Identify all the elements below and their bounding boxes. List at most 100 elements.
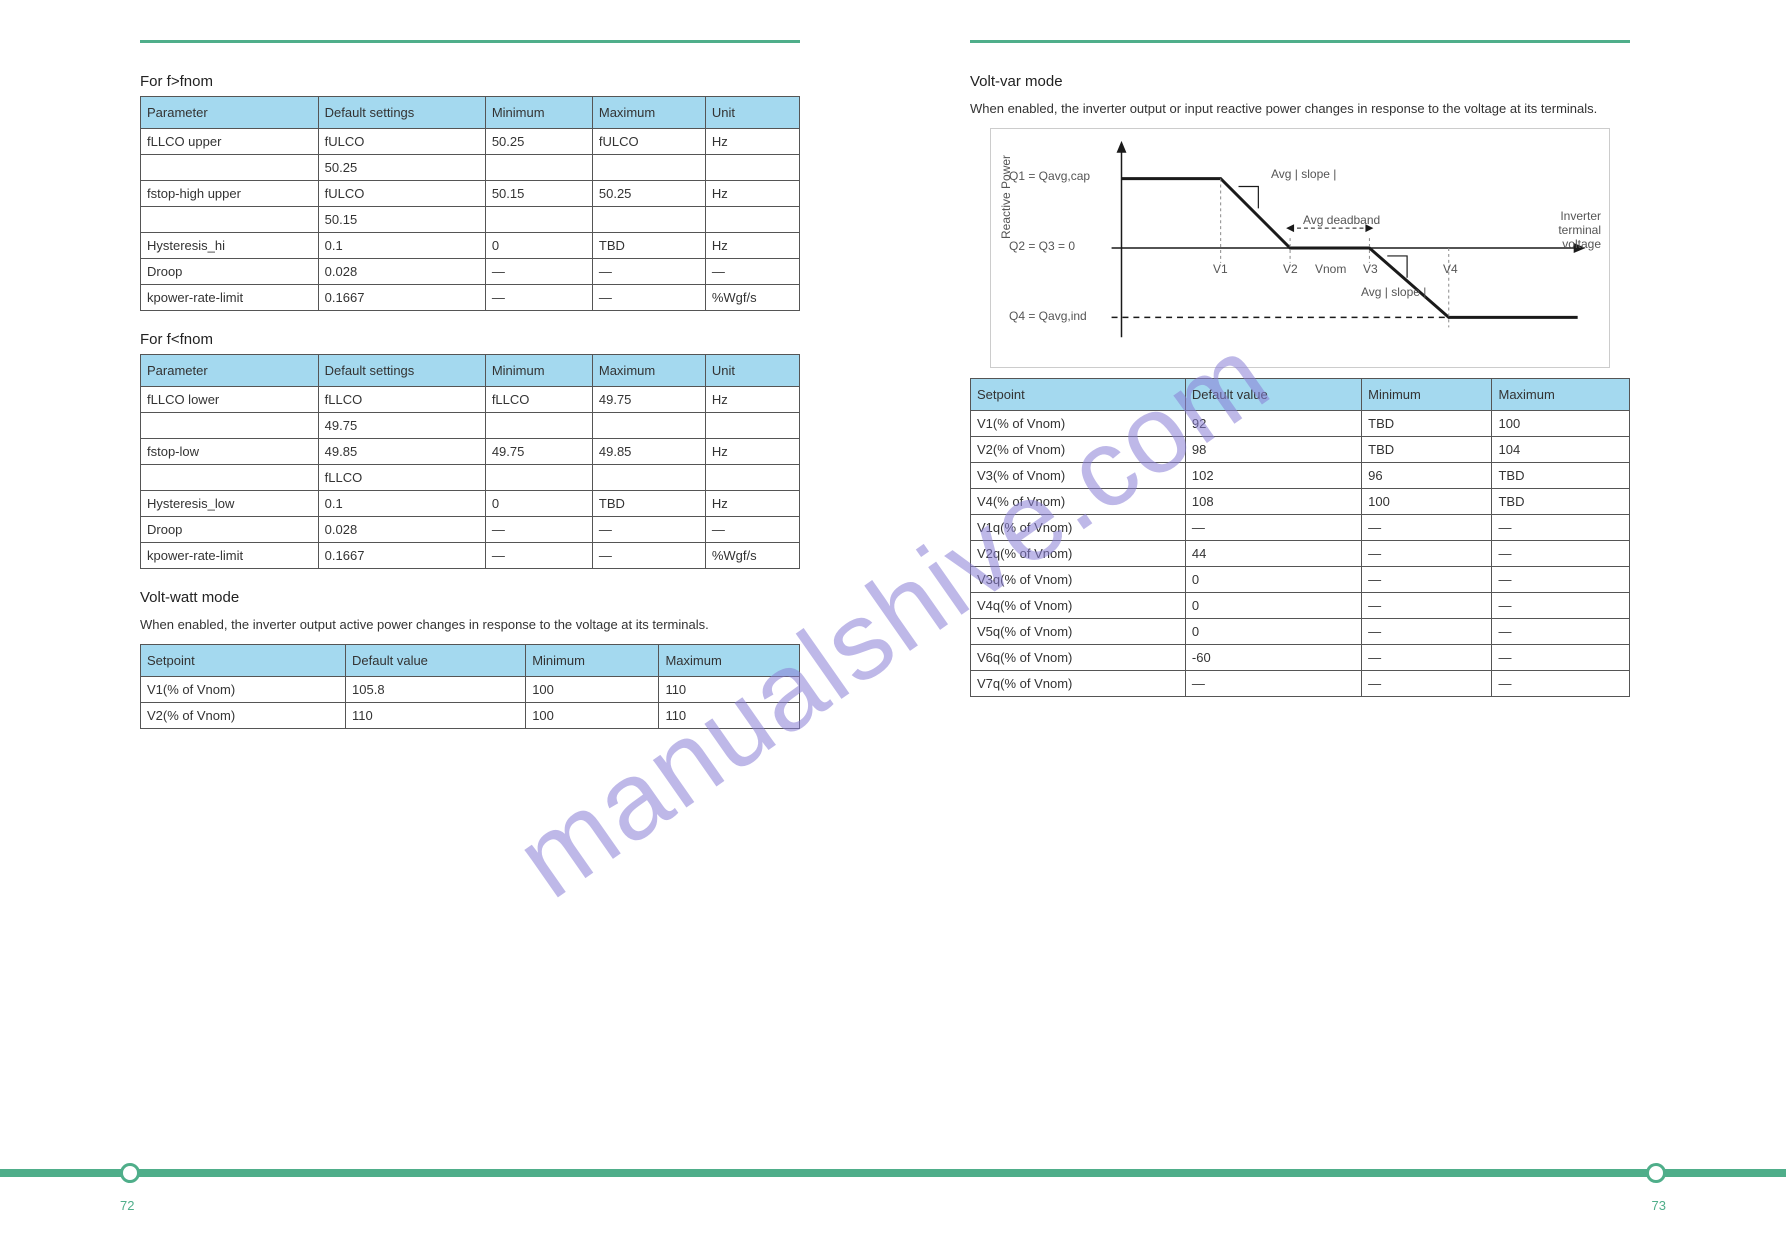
th: Default value <box>346 645 526 677</box>
table-cell: fLLCO <box>485 387 592 413</box>
table-c: Setpoint Default value Minimum Maximum V… <box>140 644 800 729</box>
table-cell: Hz <box>705 129 799 155</box>
chart-ylabel: Reactive Power <box>999 155 1013 239</box>
table-cell <box>705 207 799 233</box>
table-cell <box>141 465 319 491</box>
table-row: 50.25 <box>141 155 800 181</box>
table-cell: TBD <box>592 233 705 259</box>
table-cell: V6q(% of Vnom) <box>971 645 1186 671</box>
table-row: Hysteresis_low0.10TBDHz <box>141 491 800 517</box>
table-row: V3(% of Vnom)10296TBD <box>971 463 1630 489</box>
table-cell: fLLCO <box>318 465 485 491</box>
table-cell: 100 <box>1362 489 1492 515</box>
table-cell: V3q(% of Vnom) <box>971 567 1186 593</box>
th: Parameter <box>141 355 319 387</box>
table-row: V1(% of Vnom)105.8100110 <box>141 677 800 703</box>
section-c-title: Volt-watt mode <box>140 589 800 606</box>
page-right: Volt-var mode When enabled, the inverter… <box>910 0 1690 1100</box>
table-cell <box>592 155 705 181</box>
th: Default settings <box>318 355 485 387</box>
table-cell: — <box>1362 541 1492 567</box>
table-cell: 49.75 <box>318 413 485 439</box>
section-d-title: Volt-var mode <box>970 73 1630 90</box>
chart-q23-label: Q2 = Q3 = 0 <box>1009 239 1075 253</box>
table-row: Hysteresis_hi0.10TBDHz <box>141 233 800 259</box>
section-c-body: When enabled, the inverter output active… <box>140 616 800 634</box>
table-cell: kpower-rate-limit <box>141 543 319 569</box>
table-cell: 0.1 <box>318 233 485 259</box>
th: Parameter <box>141 97 319 129</box>
table-cell: Droop <box>141 517 319 543</box>
header-rule <box>970 40 1630 43</box>
table-row: kpower-rate-limit0.1667——%Wgf/s <box>141 285 800 311</box>
table-cell <box>485 413 592 439</box>
table-cell: 0 <box>485 491 592 517</box>
table-cell <box>141 207 319 233</box>
table-cell: Hz <box>705 387 799 413</box>
table-cell: — <box>485 543 592 569</box>
table-cell: V1q(% of Vnom) <box>971 515 1186 541</box>
table-cell: 96 <box>1362 463 1492 489</box>
table-cell: 0.028 <box>318 259 485 285</box>
chart-q4-label: Q4 = Qavg,ind <box>1009 309 1087 323</box>
chart-v2: V2 <box>1283 262 1298 276</box>
table-cell: — <box>1185 515 1361 541</box>
page-number-right: 73 <box>1652 1198 1666 1213</box>
table-row: fstop-high upperfULCO50.1550.25Hz <box>141 181 800 207</box>
table-cell <box>485 155 592 181</box>
table-cell <box>705 413 799 439</box>
table-cell: — <box>1362 671 1492 697</box>
th: Setpoint <box>971 379 1186 411</box>
table-cell: TBD <box>1492 489 1630 515</box>
table-cell: 50.25 <box>592 181 705 207</box>
table-cell: %Wgf/s <box>705 543 799 569</box>
table-cell: 104 <box>1492 437 1630 463</box>
table-cell: 49.85 <box>592 439 705 465</box>
table-cell: fstop-high upper <box>141 181 319 207</box>
table-cell: 50.25 <box>485 129 592 155</box>
table-a: Parameter Default settings Minimum Maxim… <box>140 96 800 311</box>
section-a-title: For f>fnom <box>140 73 800 90</box>
th: Default settings <box>318 97 485 129</box>
table-cell <box>141 155 319 181</box>
table-cell: — <box>592 517 705 543</box>
table-cell: 98 <box>1185 437 1361 463</box>
table-row: 50.15 <box>141 207 800 233</box>
table-cell: V4(% of Vnom) <box>971 489 1186 515</box>
table-cell: TBD <box>592 491 705 517</box>
table-row: V1(% of Vnom)92TBD100 <box>971 411 1630 437</box>
timeline-circle-left <box>120 1163 140 1183</box>
table-cell: V7q(% of Vnom) <box>971 671 1186 697</box>
table-cell: 0 <box>1185 567 1361 593</box>
th: Minimum <box>526 645 659 677</box>
table-cell: — <box>1362 645 1492 671</box>
table-cell: TBD <box>1362 411 1492 437</box>
table-cell: V3(% of Vnom) <box>971 463 1186 489</box>
table-cell: — <box>485 259 592 285</box>
table-cell <box>592 465 705 491</box>
table-row: V2(% of Vnom)110100110 <box>141 703 800 729</box>
table-cell: 49.75 <box>485 439 592 465</box>
th: Setpoint <box>141 645 346 677</box>
table-cell: 49.75 <box>592 387 705 413</box>
th: Maximum <box>1492 379 1630 411</box>
table-cell: — <box>1362 619 1492 645</box>
table-cell: Hysteresis_low <box>141 491 319 517</box>
table-cell: 0 <box>1185 593 1361 619</box>
table-cell: — <box>1185 671 1361 697</box>
table-row: V5q(% of Vnom)0—— <box>971 619 1630 645</box>
table-cell: 110 <box>659 677 800 703</box>
table-cell: — <box>1362 515 1492 541</box>
chart-v4: V4 <box>1443 262 1458 276</box>
table-cell: Droop <box>141 259 319 285</box>
th: Minimum <box>1362 379 1492 411</box>
table-cell: 50.15 <box>318 207 485 233</box>
table-cell: 110 <box>346 703 526 729</box>
table-cell: V4q(% of Vnom) <box>971 593 1186 619</box>
chart-v1: V1 <box>1213 262 1228 276</box>
timeline-bar <box>0 1169 1786 1177</box>
table-cell: — <box>1492 515 1630 541</box>
table-cell: — <box>1492 645 1630 671</box>
table-cell <box>485 207 592 233</box>
th: Default value <box>1185 379 1361 411</box>
